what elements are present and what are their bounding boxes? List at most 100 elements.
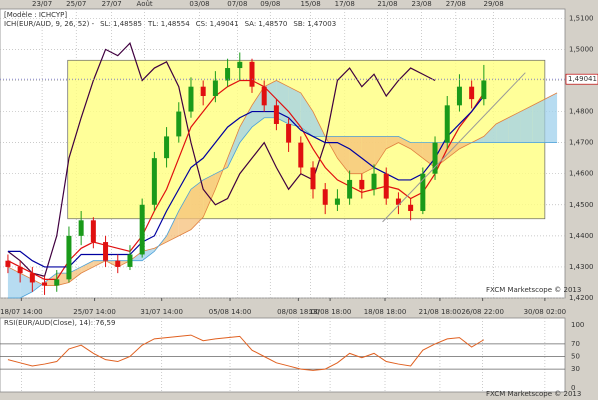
- top-tick-label: 15/08: [300, 0, 320, 8]
- candle-body: [273, 105, 279, 124]
- top-tick-label: 27/07: [102, 0, 122, 8]
- candle-body: [456, 86, 462, 106]
- series-line: [7, 95, 485, 268]
- candle-body: [17, 266, 23, 274]
- cloud-segment: [288, 86, 301, 128]
- top-tick-label: 03/08: [189, 0, 209, 8]
- cloud-segment: [386, 136, 399, 149]
- cloud-segment: [20, 273, 33, 298]
- legend-entry: CS: 1,49041: [196, 20, 239, 28]
- candle-body: [151, 158, 157, 205]
- rsi-tick-label: 70: [571, 340, 580, 348]
- candle-body: [115, 260, 121, 267]
- candle-body: [225, 68, 231, 81]
- cloud-segment: [496, 117, 509, 143]
- candle-body: [469, 86, 475, 100]
- candle-body: [139, 204, 145, 255]
- y-tick-label: 1,4600: [569, 170, 594, 178]
- x-tick-label: 26/08 22:00: [461, 308, 504, 316]
- trendline: [382, 72, 526, 223]
- candle-body: [164, 136, 170, 159]
- cloud-segment: [410, 142, 423, 159]
- cloud-segment: [68, 266, 82, 283]
- top-tick-label: 25/07: [66, 0, 86, 8]
- candle-body: [359, 179, 365, 190]
- cloud-segment: [447, 142, 460, 159]
- top-tick-label: 27/08: [446, 0, 466, 8]
- x-tick-label: 05/08 14:00: [209, 308, 252, 316]
- y-tick-label: 1,4200: [569, 294, 594, 302]
- top-tick-label: 07/08: [227, 0, 247, 8]
- candle-body: [127, 254, 133, 267]
- x-tick-label: 18/07 14:00: [0, 308, 43, 316]
- legend-entry: SA: 1,48570: [245, 20, 288, 28]
- x-tick-label: 21/08 18:00: [419, 308, 462, 316]
- legend-entry: SL: 1,48585: [100, 20, 142, 28]
- top-tick-label: Août: [137, 0, 153, 8]
- candle-body: [212, 80, 218, 97]
- cloud-segment: [227, 127, 240, 168]
- series-line: [7, 80, 558, 286]
- candle-body: [5, 260, 11, 267]
- candle-body: [310, 167, 316, 190]
- candle-body: [420, 173, 426, 211]
- x-tick-label: 08/08 18:00: [277, 308, 320, 316]
- candle-body: [347, 179, 353, 199]
- candle-body: [66, 235, 72, 280]
- candle-body: [383, 173, 389, 199]
- current-price-label: 1,49041: [568, 75, 597, 83]
- legend-entry: TL: 1,48554: [147, 20, 190, 28]
- model-label: [Modèle : ICHCYP]: [4, 11, 67, 19]
- candle-body: [395, 198, 401, 205]
- candle-body: [237, 61, 243, 69]
- y-tick-label: 1,4400: [569, 232, 594, 240]
- cloud-segment: [142, 248, 155, 261]
- candle-body: [481, 80, 487, 100]
- series-line: [7, 117, 558, 299]
- top-tick-label: 23/07: [32, 0, 52, 8]
- candle-body: [249, 61, 255, 87]
- rsi-tick-label: 100: [571, 321, 584, 329]
- x-tick-label: 25/07 14:00: [73, 308, 116, 316]
- cloud-segment: [435, 142, 448, 168]
- candle-body: [334, 198, 340, 205]
- candle-body: [78, 220, 84, 236]
- top-tick-label: 09/08: [260, 0, 280, 8]
- legend-entry: SB: 1,47003: [293, 20, 336, 28]
- candle-body: [298, 142, 304, 168]
- candle-body: [371, 173, 377, 190]
- candle-body: [42, 282, 48, 286]
- rsi-tick-label: 30: [571, 365, 580, 373]
- cloud-segment: [337, 136, 350, 174]
- candle-body: [444, 105, 450, 143]
- y-tick-label: 1,5000: [569, 45, 594, 53]
- cloud-segment: [56, 273, 69, 286]
- y-tick-label: 1,4700: [569, 139, 594, 147]
- cloud-segment: [32, 279, 45, 292]
- y-tick-label: 1,4800: [569, 108, 594, 116]
- legend-entry: ICH(EUR/AUD, 9, 26, 52) -: [4, 20, 95, 28]
- cloud-segment: [81, 260, 94, 274]
- x-tick-label: 30/08 02:00: [524, 308, 567, 316]
- candle-body: [54, 279, 60, 286]
- cloud-segment: [203, 173, 216, 218]
- cloud-segment: [398, 136, 411, 149]
- candle-body: [103, 242, 109, 261]
- series-line: [7, 42, 436, 277]
- cloud-segment: [251, 86, 265, 128]
- rsi-plot: [0, 317, 566, 393]
- watermark: FXCM Marketscope © 2013: [486, 390, 581, 398]
- series-line: [7, 79, 485, 280]
- candle-body: [286, 123, 292, 143]
- cloud-segment: [190, 179, 204, 230]
- x-tick-label: 13/08 18:00: [309, 308, 352, 316]
- cloud-segment: [532, 99, 545, 143]
- cloud-segment: [374, 136, 387, 168]
- rsi-title: RSI(EUR/AUD(Close), 14): 76,59: [4, 319, 115, 327]
- y-tick-label: 1,4300: [569, 263, 594, 271]
- rsi-tick-label: 0: [571, 384, 575, 392]
- candle-body: [408, 204, 414, 211]
- y-tick-label: 1,4500: [569, 201, 594, 209]
- cloud-segment: [7, 266, 21, 298]
